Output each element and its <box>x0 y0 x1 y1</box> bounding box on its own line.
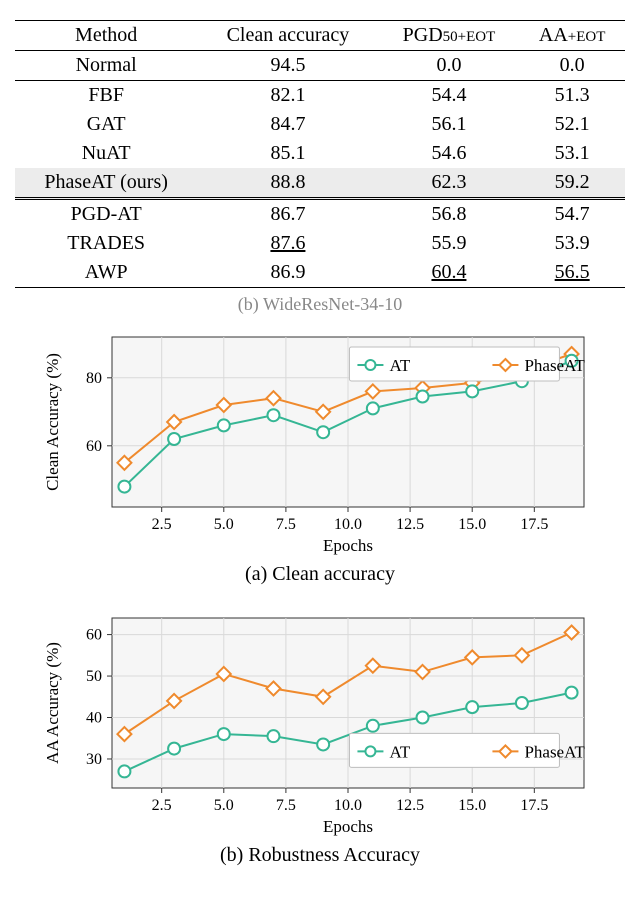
row-value: 86.7 <box>197 199 378 230</box>
svg-text:50: 50 <box>86 668 102 685</box>
svg-text:15.0: 15.0 <box>458 516 486 533</box>
col-header: PGD50+EOT <box>379 21 520 51</box>
row-value: 62.3 <box>379 168 520 199</box>
svg-text:2.5: 2.5 <box>152 516 172 533</box>
svg-text:2.5: 2.5 <box>152 797 172 814</box>
svg-text:Epochs: Epochs <box>323 536 373 555</box>
table-row: FBF82.154.451.3 <box>15 81 625 111</box>
col-header: Method <box>15 21 197 51</box>
table-row: GAT84.756.152.1 <box>15 110 625 139</box>
aa-chart-caption: (b) Robustness Accuracy <box>40 844 600 867</box>
row-value: 54.6 <box>379 139 520 168</box>
svg-text:80: 80 <box>86 370 102 387</box>
clean-accuracy-chart: 2.5 5.0 7.5 10.0 12.5 15.0 17.5 60 80 Epochs Clean… <box>40 327 600 586</box>
row-value: 94.5 <box>197 51 378 81</box>
row-value: 54.4 <box>379 81 520 111</box>
svg-text:17.5: 17.5 <box>520 516 548 533</box>
row-value: 88.8 <box>197 168 378 199</box>
svg-text:7.5: 7.5 <box>276 516 296 533</box>
arch-caption: (b) WideResNet-34-10 <box>15 294 625 315</box>
table-row: Normal94.50.00.0 <box>15 51 625 81</box>
row-value: 53.1 <box>519 139 625 168</box>
svg-text:Clean Accuracy (%): Clean Accuracy (%) <box>43 353 62 491</box>
svg-text:40: 40 <box>86 710 102 727</box>
row-value: 56.8 <box>379 199 520 230</box>
aa-accuracy-chart: 2.5 5.0 7.5 10.0 12.5 15.0 17.5 30 40 50 60 Epochs A… <box>40 608 600 867</box>
col-header: Clean accuracy <box>197 21 378 51</box>
svg-text:7.5: 7.5 <box>276 797 296 814</box>
svg-text:15.0: 15.0 <box>458 797 486 814</box>
svg-text:60: 60 <box>86 627 102 644</box>
clean-chart-caption: (a) Clean accuracy <box>40 563 600 586</box>
svg-text:AT: AT <box>389 356 410 375</box>
svg-text:5.0: 5.0 <box>214 516 234 533</box>
row-method: GAT <box>15 110 197 139</box>
svg-text:PhaseAT: PhaseAT <box>524 356 585 375</box>
row-value: 60.4 <box>379 258 520 288</box>
row-method: PGD-AT <box>15 199 197 230</box>
table-row: TRADES87.655.953.9 <box>15 229 625 258</box>
row-method: FBF <box>15 81 197 111</box>
svg-text:10.0: 10.0 <box>334 797 362 814</box>
svg-text:5.0: 5.0 <box>214 797 234 814</box>
table-row: AWP86.960.456.5 <box>15 258 625 288</box>
table-header: MethodClean accuracyPGD50+EOTAA+EOT <box>15 21 625 51</box>
row-value: 87.6 <box>197 229 378 258</box>
svg-text:Epochs: Epochs <box>323 817 373 836</box>
svg-text:AA Accuracy (%): AA Accuracy (%) <box>43 642 62 764</box>
row-value: 55.9 <box>379 229 520 258</box>
row-method: NuAT <box>15 139 197 168</box>
row-method: PhaseAT (ours) <box>15 168 197 199</box>
row-value: 56.5 <box>519 258 625 288</box>
row-value: 86.9 <box>197 258 378 288</box>
row-method: TRADES <box>15 229 197 258</box>
svg-text:30: 30 <box>86 751 102 768</box>
svg-text:12.5: 12.5 <box>396 516 424 533</box>
row-value: 0.0 <box>519 51 625 81</box>
table-body: Normal94.50.00.0FBF82.154.451.3GAT84.756… <box>15 51 625 288</box>
row-value: 82.1 <box>197 81 378 111</box>
row-value: 85.1 <box>197 139 378 168</box>
row-value: 54.7 <box>519 199 625 230</box>
row-value: 84.7 <box>197 110 378 139</box>
svg-text:PhaseAT: PhaseAT <box>524 742 585 761</box>
table-row: PGD-AT86.756.854.7 <box>15 199 625 230</box>
row-value: 53.9 <box>519 229 625 258</box>
row-value: 52.1 <box>519 110 625 139</box>
row-value: 59.2 <box>519 168 625 199</box>
col-header: AA+EOT <box>519 21 625 51</box>
table-row: NuAT85.154.653.1 <box>15 139 625 168</box>
svg-text:12.5: 12.5 <box>396 797 424 814</box>
row-method: AWP <box>15 258 197 288</box>
table-row: PhaseAT (ours)88.862.359.2 <box>15 168 625 199</box>
svg-text:AT: AT <box>389 742 410 761</box>
svg-text:17.5: 17.5 <box>520 797 548 814</box>
results-table: MethodClean accuracyPGD50+EOTAA+EOT Norm… <box>15 20 625 288</box>
svg-text:60: 60 <box>86 438 102 455</box>
row-method: Normal <box>15 51 197 81</box>
row-value: 56.1 <box>379 110 520 139</box>
row-value: 51.3 <box>519 81 625 111</box>
svg-text:10.0: 10.0 <box>334 516 362 533</box>
row-value: 0.0 <box>379 51 520 81</box>
